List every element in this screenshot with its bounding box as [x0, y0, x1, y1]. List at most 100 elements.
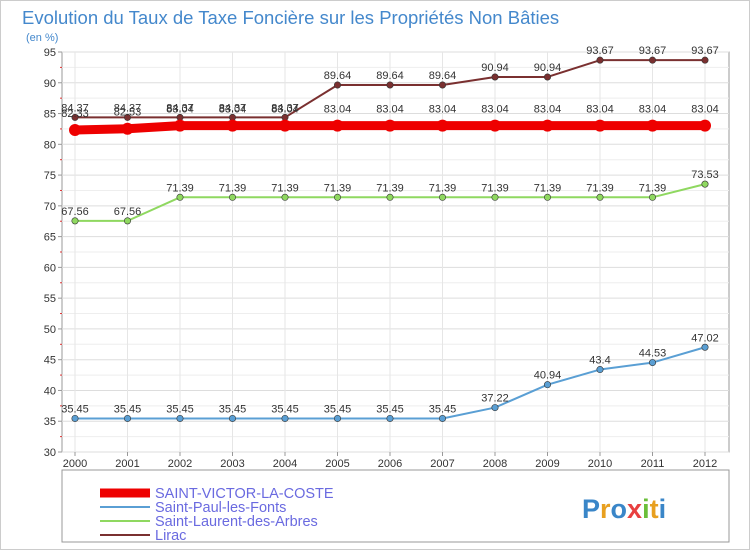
data-point — [491, 193, 499, 201]
logo-letter: i — [642, 494, 650, 524]
x-tick-label: 2012 — [693, 458, 717, 470]
data-label: 71.39 — [219, 182, 247, 194]
data-point — [436, 119, 449, 132]
data-point — [229, 193, 237, 201]
data-label: 83.04 — [166, 104, 194, 116]
data-label: 71.39 — [534, 182, 562, 194]
data-point — [384, 119, 396, 132]
data-label: 83.04 — [639, 104, 667, 116]
data-label: 83.04 — [324, 104, 352, 116]
data-point — [699, 119, 711, 132]
logo-letter: o — [611, 494, 628, 524]
data-label: 71.39 — [481, 182, 509, 194]
legend-label: SAINT-VICTOR-LA-COSTE — [155, 486, 334, 502]
data-point — [596, 366, 604, 374]
data-label: 83.04 — [376, 104, 404, 116]
x-tick-label: 2008 — [483, 458, 507, 470]
proxiti-logo: Proxiti — [582, 494, 666, 524]
data-label: 83.04 — [586, 104, 614, 116]
data-label: 84.37 — [166, 102, 194, 114]
data-point — [543, 193, 551, 201]
gridlines — [62, 51, 729, 453]
data-label: 83.04 — [429, 104, 457, 116]
data-label: 37.22 — [481, 393, 509, 405]
x-tick-label: 2005 — [325, 458, 349, 470]
series-points — [69, 56, 711, 422]
data-label: 84.37 — [61, 102, 89, 114]
data-label: 71.39 — [324, 182, 352, 194]
data-label: 84.37 — [114, 102, 142, 114]
data-point — [333, 414, 341, 422]
data-label: 35.45 — [324, 403, 352, 415]
data-label: 73.53 — [691, 169, 719, 181]
data-point — [124, 113, 132, 121]
legend-label: Saint-Paul-les-Fonts — [155, 500, 286, 516]
logo-letter: i — [659, 494, 667, 524]
data-label: 71.39 — [586, 182, 614, 194]
data-label: 35.45 — [61, 403, 89, 415]
y-tick-label: 90 — [44, 78, 56, 90]
data-label: 89.64 — [376, 70, 404, 82]
x-tick-label: 2004 — [273, 458, 297, 470]
data-label: 71.39 — [376, 182, 404, 194]
data-point — [596, 193, 604, 201]
data-point — [71, 113, 79, 121]
data-label: 93.67 — [586, 45, 614, 57]
data-label: 47.02 — [691, 332, 719, 344]
data-label: 35.45 — [114, 403, 142, 415]
data-point — [386, 414, 394, 422]
data-label: 35.45 — [271, 403, 299, 415]
y-tick-label: 65 — [44, 232, 56, 244]
data-point — [491, 73, 499, 81]
data-point — [541, 119, 554, 132]
data-point — [648, 193, 656, 201]
data-point — [279, 119, 291, 132]
data-point — [648, 56, 656, 64]
data-label: 71.39 — [166, 182, 194, 194]
x-tick-label: 2003 — [220, 458, 244, 470]
x-tick-label: 2002 — [168, 458, 192, 470]
data-point — [646, 119, 659, 132]
legend-box — [61, 469, 730, 543]
legend-label: Lirac — [155, 528, 186, 544]
data-point — [121, 122, 134, 135]
data-point — [648, 359, 656, 367]
data-point — [174, 119, 186, 132]
logo-letter: x — [627, 494, 642, 524]
data-label: 43.4 — [589, 355, 610, 367]
data-label: 83.04 — [481, 104, 509, 116]
data-label: 35.45 — [429, 403, 457, 415]
x-tick-label: 2006 — [378, 458, 402, 470]
y-tick-label: 95 — [44, 47, 56, 59]
data-label: 93.67 — [639, 45, 667, 57]
data-label: 82.53 — [114, 107, 142, 119]
chart-subtitle: (en %) — [26, 32, 58, 44]
logo-letter: t — [650, 494, 659, 524]
data-label: 35.45 — [376, 403, 404, 415]
legend-label: Saint-Laurent-des-Arbres — [155, 514, 318, 530]
data-point — [176, 193, 184, 201]
x-tick-label: 2011 — [641, 458, 665, 470]
x-tick-label: 2009 — [535, 458, 559, 470]
data-point — [69, 123, 81, 136]
y-tick-label: 80 — [44, 139, 56, 151]
data-point — [226, 119, 239, 132]
data-point — [489, 119, 501, 132]
data-point — [438, 193, 446, 201]
data-point — [281, 414, 289, 422]
data-label: 71.39 — [271, 182, 299, 194]
data-label: 35.45 — [219, 403, 247, 415]
data-point — [333, 193, 341, 201]
data-point — [281, 193, 289, 201]
data-label: 90.94 — [481, 62, 509, 74]
data-point — [701, 343, 709, 351]
data-label: 89.64 — [324, 70, 352, 82]
data-label: 90.94 — [534, 62, 562, 74]
data-label: 35.45 — [166, 403, 194, 415]
data-labels: 82.33 82.53 83.04 83.04 83.04 83.04 83.04 83.04… — [61, 45, 719, 415]
legend: SAINT-VICTOR-LA-COSTESaint-Paul-les-Font… — [100, 486, 334, 544]
x-tick-label: 2000 — [63, 458, 87, 470]
data-point — [229, 414, 237, 422]
chart-title: Evolution du Taux de Taxe Foncière sur l… — [22, 7, 559, 28]
x-axis-ticks: 2000 2001 2002 2003 2004 2005 2006 2007 2008 2009… — [63, 452, 717, 470]
